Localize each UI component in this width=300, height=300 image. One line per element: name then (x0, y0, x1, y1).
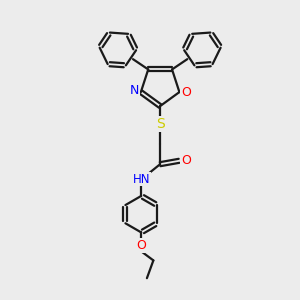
Text: O: O (136, 239, 146, 252)
Text: HN: HN (133, 172, 150, 185)
Text: O: O (181, 154, 191, 166)
Text: N: N (129, 84, 139, 97)
Text: O: O (181, 85, 191, 99)
Text: S: S (156, 117, 164, 131)
